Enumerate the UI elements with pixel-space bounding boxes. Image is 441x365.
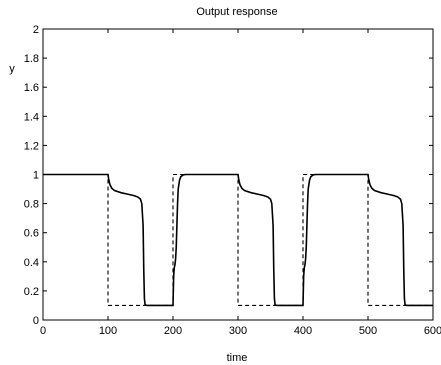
chart-title: Output response bbox=[196, 6, 277, 18]
x-tick-label: 600 bbox=[424, 325, 441, 337]
x-tick-label: 100 bbox=[99, 325, 117, 337]
y-tick-label: 0.4 bbox=[24, 257, 39, 269]
series-line-dashed bbox=[43, 173, 433, 307]
y-axis-label: y bbox=[9, 63, 15, 75]
y-tick-label: 1.8 bbox=[24, 53, 39, 65]
series-layer bbox=[43, 173, 433, 307]
plot-frame bbox=[42, 28, 434, 321]
y-tick-label: 0.2 bbox=[24, 286, 39, 298]
x-tick-label: 0 bbox=[40, 325, 46, 337]
x-tick-label: 500 bbox=[359, 325, 377, 337]
y-tick-label: 1.4 bbox=[24, 111, 39, 123]
tick-layer: 0 100 200 300 400 500 600 0 0.2 0.4 0.6 0.8 1 1.2 1.4 1… bbox=[24, 24, 441, 337]
y-tick-label: 0.8 bbox=[24, 199, 39, 211]
x-tick-label: 300 bbox=[229, 325, 247, 337]
x-axis-label: time bbox=[227, 352, 248, 364]
y-tick-label: 1.2 bbox=[24, 140, 39, 152]
y-tick-label: 1.6 bbox=[24, 82, 39, 94]
x-tick-label: 400 bbox=[294, 325, 312, 337]
series-line-solid bbox=[43, 173, 433, 307]
y-tick-label: 0 bbox=[33, 315, 39, 327]
y-tick-label: 1 bbox=[33, 170, 39, 182]
x-tick-label: 200 bbox=[164, 325, 182, 337]
y-tick-label: 0.6 bbox=[24, 228, 39, 240]
y-tick-label: 2 bbox=[33, 24, 39, 36]
